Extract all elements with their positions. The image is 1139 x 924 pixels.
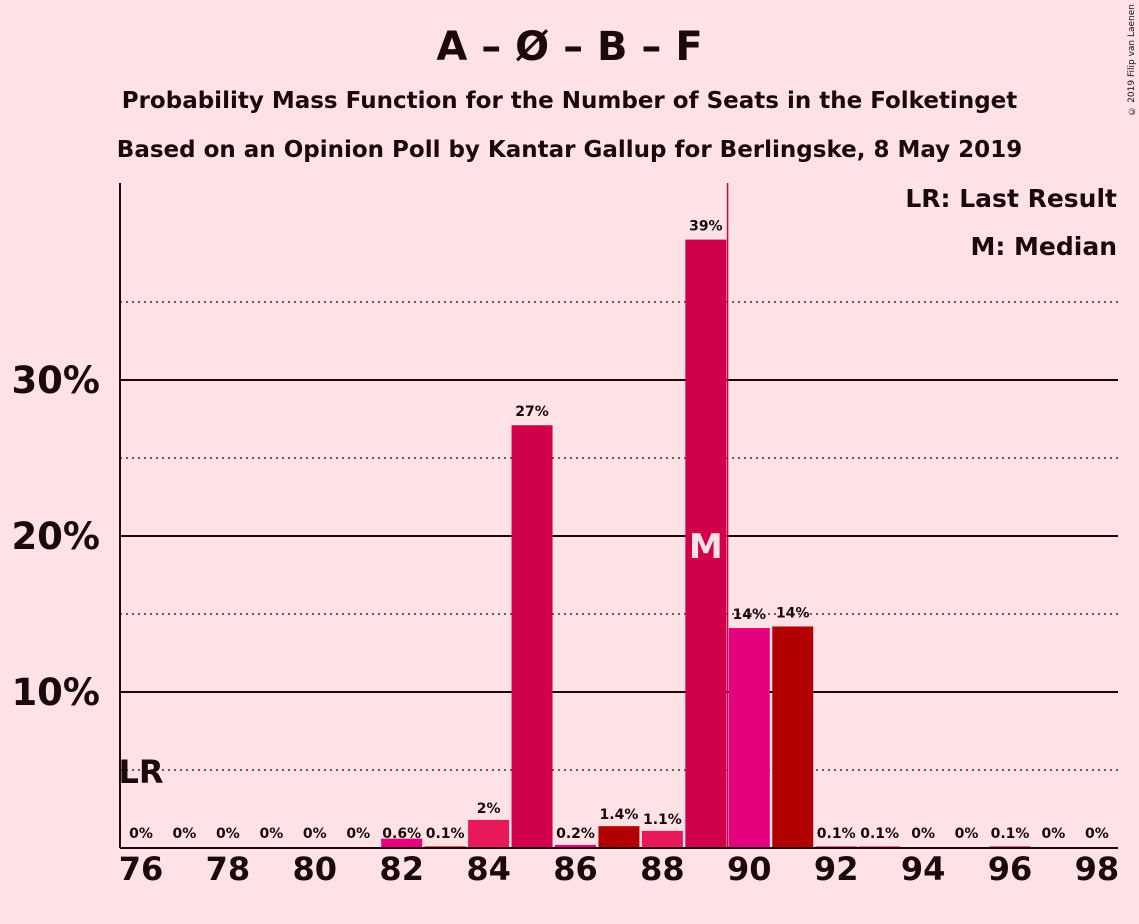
bar-seat-90 (728, 628, 770, 848)
x-tick-label: 88 (640, 850, 685, 888)
data-label: 14% (776, 605, 810, 621)
bar-seat-89 (685, 239, 727, 849)
x-tick-label: 86 (553, 850, 598, 888)
x-tick-label: 98 (1075, 850, 1120, 888)
data-label: 2% (477, 801, 501, 817)
chart-subtitle-2: Based on an Opinion Poll by Kantar Gallu… (116, 137, 1023, 163)
data-label: 0% (259, 826, 283, 842)
x-tick-label: 82 (379, 850, 424, 888)
median-marker: M (689, 527, 723, 567)
legend-last-result: LR: Last Result (905, 184, 1117, 213)
data-label: 0% (1085, 826, 1109, 842)
data-label: 0.2% (556, 826, 595, 842)
data-label: 39% (689, 219, 723, 235)
x-tick-label: 90 (727, 850, 772, 888)
data-label: 0.1% (860, 826, 899, 842)
data-label: 27% (515, 404, 549, 420)
data-label: 0.6% (382, 826, 421, 842)
y-tick-label: 20% (11, 515, 100, 558)
x-tick-label: 94 (901, 850, 946, 888)
bar-seat-82 (381, 838, 423, 848)
chart-title: A – Ø – B – F (436, 24, 703, 70)
data-label: 1.1% (643, 812, 682, 828)
bar-seat-91 (772, 626, 814, 848)
data-label: 0% (173, 826, 197, 842)
data-label: 0% (911, 826, 935, 842)
bar-seat-86 (555, 844, 596, 848)
x-tick-label: 78 (206, 850, 251, 888)
bar-seat-84 (468, 819, 510, 848)
x-tick-label: 92 (814, 850, 859, 888)
data-label: 0% (346, 826, 370, 842)
data-label: 0% (1042, 826, 1066, 842)
data-label: 0% (216, 826, 240, 842)
y-tick-label: 30% (11, 359, 100, 402)
x-tick-label: 80 (293, 850, 338, 888)
data-label: 0% (303, 826, 327, 842)
x-tick-label: 96 (988, 850, 1033, 888)
bar-seat-88 (641, 830, 683, 848)
data-label: 0% (955, 826, 979, 842)
bar-seat-85 (511, 425, 553, 848)
chart-subtitle-1: Probability Mass Function for the Number… (121, 88, 1018, 114)
legend-median: M: Median (970, 232, 1117, 261)
x-tick-label: 76 (119, 850, 164, 888)
data-label: 0% (129, 826, 153, 842)
data-label: 0.1% (991, 826, 1030, 842)
data-label: 14% (733, 607, 767, 623)
data-label: 1.4% (600, 807, 639, 823)
bar-seat-87 (598, 826, 640, 848)
last-result-marker: LR (118, 753, 163, 791)
data-label: 0.1% (817, 826, 856, 842)
x-tick-label: 84 (466, 850, 511, 888)
data-label: 0.1% (426, 826, 465, 842)
y-tick-label: 10% (11, 671, 100, 714)
